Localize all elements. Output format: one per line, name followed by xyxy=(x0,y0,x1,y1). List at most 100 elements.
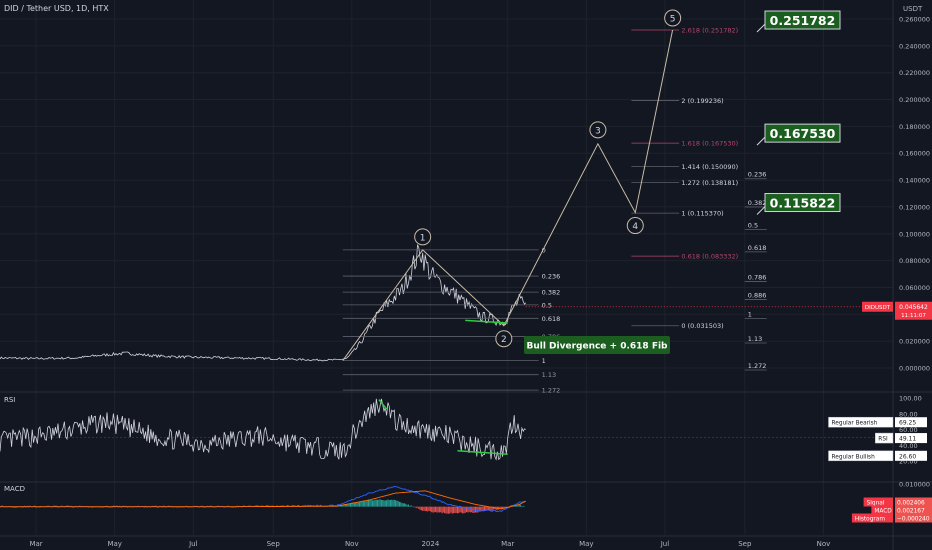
macd-level-value-bg xyxy=(895,497,932,507)
x-tick-label: Sep xyxy=(738,540,752,548)
rsi-level-label-bg xyxy=(828,416,894,428)
price-tag-value: 0.045642 xyxy=(899,304,928,311)
y-tick-label: 0.000000 xyxy=(899,365,930,373)
y-tick-label: 0.240000 xyxy=(899,42,930,50)
x-tick-label: Jul xyxy=(188,540,198,548)
wave-label-circle xyxy=(495,330,513,348)
rsi-level-label: Regular Bullish xyxy=(832,454,876,460)
fib-extension-label: 1.618 (0.167530) xyxy=(681,140,738,148)
price-divergence-line xyxy=(465,319,508,324)
y-tick-label: 0.180000 xyxy=(899,123,930,131)
x-tick-label: Nov xyxy=(817,540,831,548)
rsi-tick-label: 40.00 xyxy=(899,442,918,450)
macd-level-value: −0.000240 xyxy=(897,516,930,522)
wave-label: 3 xyxy=(595,126,601,136)
target-box xyxy=(764,123,841,143)
macd-title: MACD xyxy=(4,485,25,493)
x-tick-label: May xyxy=(107,540,121,548)
rsi-divergence-line xyxy=(457,450,508,456)
y-tick-label: 0.200000 xyxy=(899,96,930,104)
price-tag-countdown: 11:11:07 xyxy=(901,313,926,319)
macd-tick-label: 0.010000 xyxy=(899,481,930,489)
wave-label: 2 xyxy=(501,335,507,345)
wave-label-circle xyxy=(664,9,682,27)
fib-right-label: 0.236 xyxy=(748,171,767,179)
rsi-level-label-bg xyxy=(875,432,894,444)
target-value: 0.115822 xyxy=(770,196,836,211)
y-tick-label: 0.080000 xyxy=(899,257,930,265)
fib-retracement-label: 1.272 xyxy=(542,387,561,395)
macd-level-label-bg xyxy=(851,513,893,523)
wave-label: 4 xyxy=(632,222,638,232)
fib-retracement-label: 0.382 xyxy=(542,289,561,297)
fib-retracement-label: 1.13 xyxy=(542,371,556,379)
y-tick-label: 0.120000 xyxy=(899,203,930,211)
signal-line xyxy=(0,490,526,510)
rsi-panel[interactable]: RSI xyxy=(0,396,893,461)
y-tick-label: 0.140000 xyxy=(899,177,930,185)
rsi-title: RSI xyxy=(4,396,15,404)
wave-label-circle xyxy=(589,121,607,139)
wave-label-circle xyxy=(626,217,644,235)
fib-extension-label: 0 (0.031503) xyxy=(681,322,723,330)
y-tick-label: 0.060000 xyxy=(899,284,930,292)
macd-level-value-bg xyxy=(895,513,932,523)
fib-right-label: 0.5 xyxy=(748,221,758,229)
rsi-level-value-bg xyxy=(895,417,927,428)
rsi-level-value-bg xyxy=(895,450,927,461)
rsi-level-value: 49.11 xyxy=(899,436,916,443)
wave-label: 5 xyxy=(670,15,676,25)
y-tick-label: 0.220000 xyxy=(899,69,930,77)
rsi-level-label: Regular Bearish xyxy=(832,421,878,427)
fib-right-label: 1 xyxy=(748,310,752,318)
rsi-line xyxy=(0,398,526,461)
fib-right-label: 0.786 xyxy=(748,273,767,281)
y-tick-label: 0.020000 xyxy=(899,338,930,346)
rsi-level-value-bg xyxy=(895,433,927,444)
x-tick-label: Nov xyxy=(345,540,359,548)
rsi-tick-label: 20.00 xyxy=(899,458,918,466)
rsi-tick-label: 100.00 xyxy=(899,395,922,403)
rsi-level-value: 69.25 xyxy=(899,420,916,427)
fib-retracement-label: 0 xyxy=(542,246,546,254)
fib-extension-label: 0.618 (0.083332) xyxy=(681,253,738,261)
macd-level-label-bg xyxy=(863,497,893,507)
fib-right-label: 1.272 xyxy=(748,362,767,370)
y-tick-label: 0.160000 xyxy=(899,150,930,158)
x-tick-label: Mar xyxy=(501,540,514,548)
rsi-tick-label: 60.00 xyxy=(899,426,918,434)
price-panel[interactable]: 0 0.236 0.382 0.5 0.618 0.786 1 1.13 1.272 2.618 … xyxy=(0,9,893,395)
macd-panel[interactable]: MACD xyxy=(0,485,526,514)
x-tick-label: May xyxy=(579,540,593,548)
x-tick-label: Sep xyxy=(267,540,281,548)
fib-extension-label: 1.414 (0.150090) xyxy=(681,163,738,171)
wave-label-circle xyxy=(414,228,432,246)
fib-extension-label: 1.272 (0.138181) xyxy=(681,179,738,187)
macd-level-label: MACD xyxy=(874,508,892,514)
x-tick-label: Mar xyxy=(29,540,42,548)
target-value: 0.251782 xyxy=(770,13,836,28)
price-tag-bg xyxy=(895,301,932,320)
symbol-tag-bg xyxy=(862,301,893,312)
fib-retracement-label: 0.618 xyxy=(542,315,561,323)
fib-right-label: 1.13 xyxy=(748,335,762,343)
price-line xyxy=(0,244,527,362)
symbol-title: DID / Tether USD, 1D, HTX xyxy=(4,4,109,13)
target-box xyxy=(764,193,841,213)
fib-right-label: 0.886 xyxy=(748,292,767,300)
fib-right-label: 0.382 xyxy=(748,199,767,207)
fib-extension-label: 2 (0.199236) xyxy=(681,97,723,105)
y-tick-label: 0.260000 xyxy=(899,16,930,24)
fib-extension-label: 2.618 (0.251782) xyxy=(681,27,738,35)
macd-level-value: 0.002167 xyxy=(897,508,925,514)
fib-right-label: 0.618 xyxy=(748,244,767,252)
macd-level-label: Histogram xyxy=(855,516,885,522)
rsi-bearish-mark xyxy=(378,399,388,410)
axes: Mar May Jul Sep Nov 2024 Mar May Jul Sep Nov 0.2600… xyxy=(29,16,932,548)
elliott-wave-line xyxy=(342,29,674,361)
macd-level-label: Signal xyxy=(867,500,885,506)
symbol-tag: DIDUSDT xyxy=(865,305,891,311)
